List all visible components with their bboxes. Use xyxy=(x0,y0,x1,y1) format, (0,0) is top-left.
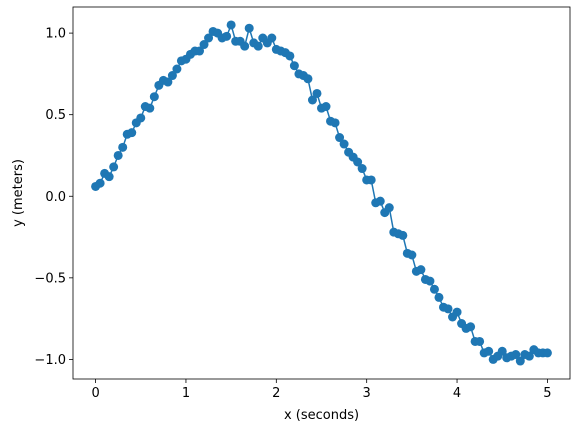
axes-frame xyxy=(72,6,571,380)
data-point xyxy=(443,304,453,314)
data-point xyxy=(312,88,322,98)
data-point xyxy=(222,31,232,41)
y-tick-label: 0.0 xyxy=(45,190,66,205)
data-point xyxy=(434,292,444,302)
data-point xyxy=(339,139,349,149)
data-point xyxy=(95,178,105,188)
data-point xyxy=(113,150,123,160)
x-axis: 0 1 2 3 4 5 xyxy=(91,379,552,401)
data-point xyxy=(542,348,552,358)
data-point xyxy=(357,164,367,174)
x-tick-label: 4 xyxy=(453,386,461,401)
data-point xyxy=(172,64,182,74)
data-point xyxy=(244,23,254,33)
x-tick-label: 2 xyxy=(272,386,280,401)
x-tick-label: 3 xyxy=(363,386,371,401)
data-point xyxy=(285,51,295,61)
y-tick-label: 1.0 xyxy=(45,27,66,42)
data-point xyxy=(353,157,363,167)
data-point xyxy=(375,196,385,206)
data-point xyxy=(475,336,485,346)
data-point xyxy=(109,162,119,172)
data-point xyxy=(484,346,494,356)
plot-area xyxy=(91,20,552,366)
data-point xyxy=(145,103,155,113)
x-tick-label: 1 xyxy=(182,386,190,401)
data-point xyxy=(104,172,114,182)
data-point xyxy=(335,133,345,143)
x-tick-label: 0 xyxy=(91,386,99,401)
data-point xyxy=(425,276,435,286)
data-point xyxy=(466,322,476,332)
data-point xyxy=(407,250,417,260)
y-tick-label: 0.5 xyxy=(45,108,66,123)
data-point xyxy=(429,284,439,294)
data-point xyxy=(524,351,534,361)
data-point xyxy=(366,175,376,185)
data-point xyxy=(452,307,462,317)
data-point xyxy=(204,33,214,43)
series-line xyxy=(95,22,548,363)
y-axis: 1.0 0.5 0.0 −0.5 −1.0 xyxy=(34,27,73,368)
data-point xyxy=(416,265,426,275)
data-point xyxy=(267,33,277,43)
data-point xyxy=(307,95,317,105)
y-tick-label: −1.0 xyxy=(34,353,66,368)
data-point xyxy=(167,71,177,81)
data-point xyxy=(497,346,507,356)
data-point xyxy=(253,41,263,51)
data-point xyxy=(118,142,128,152)
data-point xyxy=(384,203,394,213)
data-point xyxy=(149,92,159,102)
data-point xyxy=(330,118,340,128)
data-point xyxy=(515,356,525,366)
data-point xyxy=(136,113,146,123)
data-point xyxy=(127,128,137,138)
data-point xyxy=(303,74,313,84)
data-point xyxy=(199,40,209,50)
data-point xyxy=(163,77,173,87)
x-tick-label: 5 xyxy=(543,386,551,401)
data-point xyxy=(226,20,236,30)
y-axis-label: y (meters) xyxy=(11,159,26,227)
data-point xyxy=(240,41,250,51)
data-point xyxy=(321,102,331,112)
y-tick-label: −0.5 xyxy=(34,271,66,286)
data-point xyxy=(511,350,521,360)
data-point xyxy=(289,61,299,71)
data-point xyxy=(398,230,408,240)
x-axis-label: x (seconds) xyxy=(284,408,359,423)
data-point xyxy=(195,46,205,56)
